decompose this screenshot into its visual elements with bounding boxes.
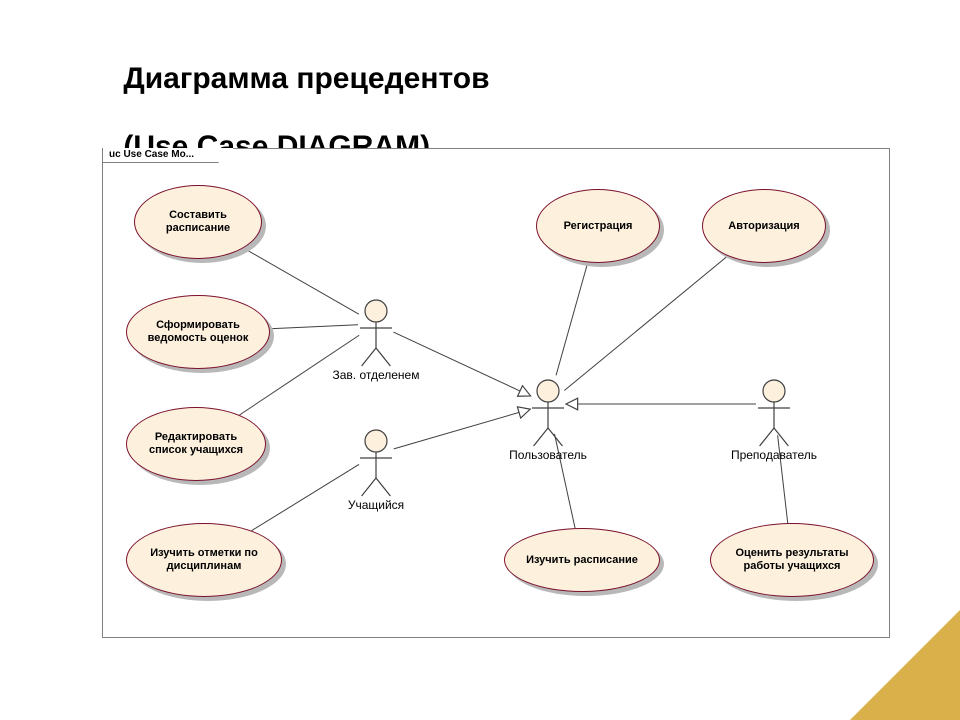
uc-view-marks: Изучить отметки по дисциплинам <box>126 523 282 597</box>
actor-teacher-label: Преподаватель <box>719 448 829 462</box>
uc-register: Регистрация <box>536 189 660 263</box>
corner-decoration <box>850 610 960 720</box>
uc-edit-students-label: Редактировать список учащихся <box>149 431 243 456</box>
uc-grades-report-label: Сформировать ведомость оценок <box>148 319 249 344</box>
uc-evaluate: Оценить результаты работы учащихся <box>710 523 874 597</box>
actor-user-label: Пользователь <box>493 448 603 462</box>
title-line-1: Диаграмма прецедентов <box>123 62 489 95</box>
actor-head-label: Зав. отделенем <box>321 368 431 382</box>
uc-schedule-label: Составить расписание <box>166 209 230 234</box>
frame-tab: uc Use Case Mo... <box>102 148 234 163</box>
uc-register-label: Регистрация <box>564 220 633 233</box>
uc-view-schedule: Изучить расписание <box>504 528 660 592</box>
uc-view-schedule-label: Изучить расписание <box>526 554 638 567</box>
uc-auth: Авторизация <box>702 189 826 263</box>
uc-view-marks-label: Изучить отметки по дисциплинам <box>150 547 258 572</box>
slide: { "title": { "line1": "Диаграмма прецеде… <box>0 0 960 720</box>
uc-auth-label: Авторизация <box>728 220 799 233</box>
uc-schedule: Составить расписание <box>134 185 262 259</box>
frame-tab-label: uc Use Case Mo... <box>109 149 194 160</box>
uc-edit-students: Редактировать список учащихся <box>126 407 266 481</box>
uc-grades-report: Сформировать ведомость оценок <box>126 295 270 369</box>
actor-student-label: Учащийся <box>321 498 431 512</box>
uc-evaluate-label: Оценить результаты работы учащихся <box>735 547 848 572</box>
